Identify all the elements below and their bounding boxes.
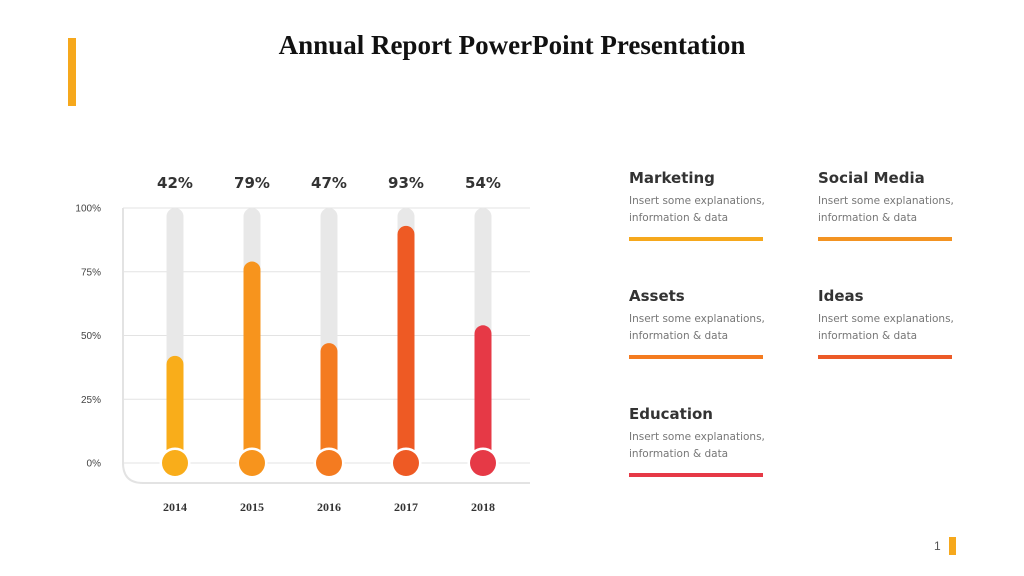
title-accent-bar bbox=[68, 38, 76, 106]
card-desc-line: Insert some explanations, bbox=[818, 195, 954, 207]
y-tick-label: 100% bbox=[75, 204, 101, 215]
card-desc-line: Insert some explanations, bbox=[629, 431, 765, 443]
card-underline bbox=[629, 355, 763, 359]
card-desc-line: information & data bbox=[629, 212, 729, 224]
card-underline bbox=[629, 473, 763, 477]
bar-fill bbox=[243, 261, 261, 463]
card-desc-line: Insert some explanations, bbox=[629, 313, 765, 325]
page-number: 1 bbox=[934, 539, 941, 553]
bulb bbox=[470, 450, 496, 476]
category-label: 2017 bbox=[394, 500, 418, 514]
card-desc-line: Insert some explanations, bbox=[818, 313, 954, 325]
category-label: 2014 bbox=[163, 500, 187, 514]
bar-fill bbox=[474, 325, 492, 463]
card-desc-line: information & data bbox=[629, 330, 729, 342]
bulb bbox=[316, 450, 342, 476]
y-tick-label: 0% bbox=[87, 459, 102, 470]
value-label: 93% bbox=[388, 174, 424, 192]
card-description: Insert some explanations, information & … bbox=[629, 193, 765, 227]
card-underline bbox=[818, 355, 952, 359]
bulb bbox=[393, 450, 419, 476]
card-description: Insert some explanations, information & … bbox=[818, 193, 954, 227]
card-desc-line: information & data bbox=[818, 212, 918, 224]
y-tick-label: 25% bbox=[81, 395, 101, 406]
card-description: Insert some explanations, information & … bbox=[629, 429, 765, 463]
bar-fill bbox=[397, 225, 415, 463]
bar-fill bbox=[166, 355, 184, 463]
thermometer-bar-chart: 0% 25% 50% 75% 100% 42% 2014 79% 2015 47% 2016 93% 2… bbox=[75, 174, 530, 514]
value-label: 47% bbox=[311, 174, 347, 192]
card-title: Social Media bbox=[818, 169, 925, 187]
category-label: 2018 bbox=[471, 500, 495, 514]
card-assets: Assets Insert some explanations, informa… bbox=[629, 287, 765, 359]
card-underline bbox=[818, 237, 952, 241]
page-number-marker bbox=[949, 537, 956, 555]
card-marketing: Marketing Insert some explanations, info… bbox=[629, 169, 765, 241]
card-title: Ideas bbox=[818, 287, 864, 305]
bulb bbox=[162, 450, 188, 476]
card-description: Insert some explanations, information & … bbox=[629, 311, 765, 345]
value-label: 42% bbox=[157, 174, 193, 192]
y-tick-label: 75% bbox=[81, 267, 101, 278]
category-label: 2016 bbox=[317, 500, 341, 514]
card-description: Insert some explanations, information & … bbox=[818, 311, 954, 345]
card-underline bbox=[629, 237, 763, 241]
value-label: 79% bbox=[234, 174, 270, 192]
card-title: Education bbox=[629, 405, 713, 423]
card-title: Marketing bbox=[629, 169, 715, 187]
card-title: Assets bbox=[629, 287, 685, 305]
y-tick-label: 50% bbox=[81, 331, 101, 342]
slide-title: Annual Report PowerPoint Presentation bbox=[278, 30, 746, 60]
category-label: 2015 bbox=[240, 500, 264, 514]
card-desc-line: information & data bbox=[629, 448, 729, 460]
bar-fill bbox=[320, 343, 338, 463]
card-desc-line: Insert some explanations, bbox=[629, 195, 765, 207]
card-ideas: Ideas Insert some explanations, informat… bbox=[818, 287, 954, 359]
bulb bbox=[239, 450, 265, 476]
card-desc-line: information & data bbox=[818, 330, 918, 342]
card-social-media: Social Media Insert some explanations, i… bbox=[818, 169, 954, 241]
axis-frame bbox=[122, 208, 530, 484]
card-education: Education Insert some explanations, info… bbox=[629, 405, 765, 477]
value-label: 54% bbox=[465, 174, 501, 192]
